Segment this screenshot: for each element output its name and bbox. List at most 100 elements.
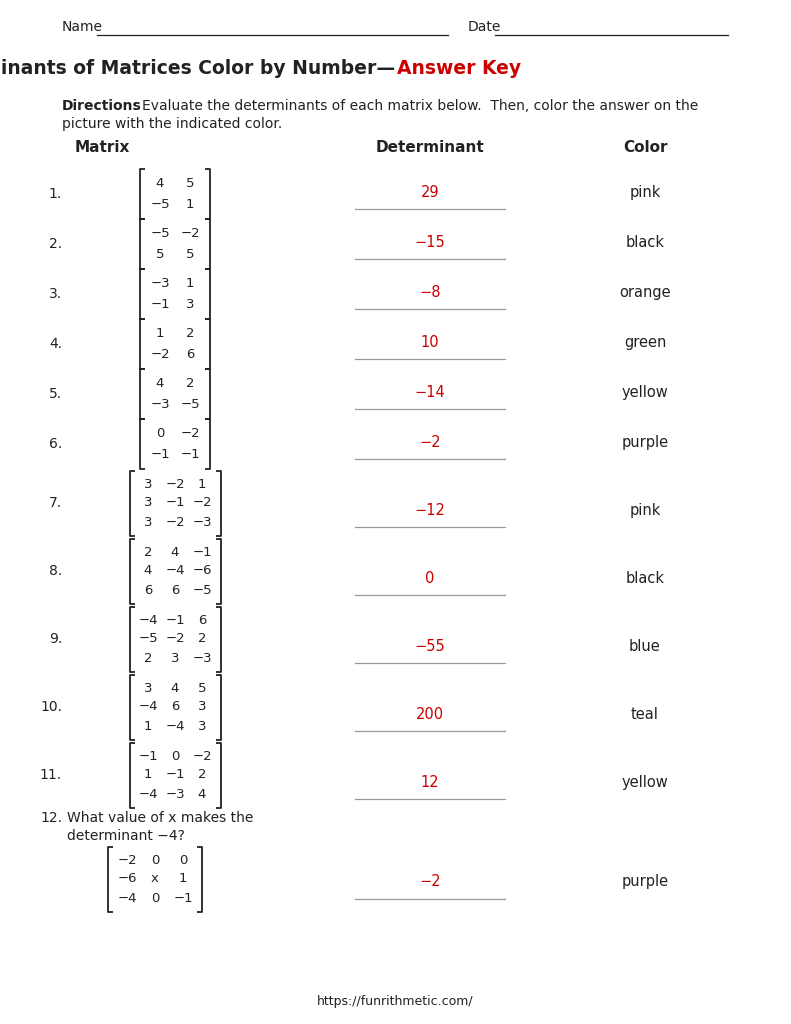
- Text: −5: −5: [150, 227, 170, 240]
- Text: −3: −3: [150, 278, 170, 290]
- Text: −2: −2: [180, 227, 200, 240]
- Text: 0: 0: [151, 892, 159, 904]
- Text: −2: −2: [150, 348, 170, 361]
- Text: purple: purple: [622, 435, 668, 450]
- Text: 6: 6: [198, 613, 206, 627]
- Text: 1: 1: [156, 327, 165, 340]
- Text: 12.: 12.: [40, 811, 62, 825]
- Text: Determinants of Matrices Color by Number—: Determinants of Matrices Color by Number…: [0, 59, 395, 79]
- Text: 8.: 8.: [49, 564, 62, 578]
- Text: 3: 3: [144, 477, 152, 490]
- Text: 2: 2: [186, 377, 195, 390]
- Text: 2: 2: [198, 768, 206, 781]
- Text: −5: −5: [150, 198, 170, 211]
- Text: −4: −4: [138, 787, 157, 801]
- Text: −2: −2: [117, 853, 137, 866]
- Text: 1: 1: [144, 720, 152, 732]
- Text: 6: 6: [171, 700, 180, 714]
- Text: −3: −3: [165, 787, 185, 801]
- Text: 2: 2: [144, 651, 152, 665]
- Text: −1: −1: [180, 449, 200, 461]
- Text: −2: −2: [419, 435, 441, 450]
- Text: −4: −4: [117, 892, 137, 904]
- Text: blue: blue: [629, 639, 660, 654]
- Text: yellow: yellow: [622, 775, 668, 790]
- Text: 10: 10: [421, 335, 439, 350]
- Text: x: x: [151, 872, 159, 886]
- Text: pink: pink: [630, 503, 660, 518]
- Text: yellow: yellow: [622, 385, 668, 400]
- Text: 4.: 4.: [49, 337, 62, 351]
- Text: 5: 5: [156, 248, 165, 261]
- Text: picture with the indicated color.: picture with the indicated color.: [62, 117, 282, 131]
- Text: −1: −1: [165, 613, 185, 627]
- Text: 3: 3: [144, 497, 152, 510]
- Text: black: black: [626, 234, 664, 250]
- Text: 12: 12: [421, 775, 439, 790]
- Text: 2: 2: [144, 546, 152, 558]
- Text: −12: −12: [414, 503, 445, 518]
- Text: 6: 6: [144, 584, 152, 597]
- Text: 4: 4: [198, 787, 206, 801]
- Text: −5: −5: [138, 633, 158, 645]
- Text: orange: orange: [619, 285, 671, 300]
- Text: purple: purple: [622, 874, 668, 889]
- Text: −1: −1: [165, 497, 185, 510]
- Text: 1: 1: [179, 872, 187, 886]
- Text: −1: −1: [150, 449, 170, 461]
- Text: −2: −2: [192, 750, 212, 763]
- Text: −2: −2: [180, 427, 200, 440]
- Text: 29: 29: [421, 185, 439, 200]
- Text: 1: 1: [186, 198, 195, 211]
- Text: 2.: 2.: [49, 237, 62, 251]
- Text: −1: −1: [192, 546, 212, 558]
- Text: −4: −4: [165, 564, 185, 578]
- Text: 4: 4: [156, 377, 165, 390]
- Text: green: green: [624, 335, 666, 350]
- Text: Date: Date: [468, 20, 501, 34]
- Text: −6: −6: [192, 564, 212, 578]
- Text: −1: −1: [138, 750, 158, 763]
- Text: 0: 0: [426, 571, 435, 586]
- Text: 5: 5: [198, 682, 206, 694]
- Text: 10.: 10.: [40, 700, 62, 714]
- Text: −4: −4: [138, 700, 157, 714]
- Text: −6: −6: [117, 872, 137, 886]
- Text: 6.: 6.: [49, 437, 62, 451]
- Text: 2: 2: [198, 633, 206, 645]
- Text: 3.: 3.: [49, 287, 62, 301]
- Text: −1: −1: [173, 892, 193, 904]
- Text: −2: −2: [165, 477, 185, 490]
- Text: −2: −2: [419, 874, 441, 889]
- Text: What value of x makes the: What value of x makes the: [67, 811, 253, 825]
- Text: 1: 1: [186, 278, 195, 290]
- Text: −5: −5: [180, 398, 200, 411]
- Text: determinant −4?: determinant −4?: [67, 829, 185, 843]
- Text: 1: 1: [144, 768, 152, 781]
- Text: 11.: 11.: [40, 768, 62, 782]
- Text: −5: −5: [192, 584, 212, 597]
- Text: 5: 5: [186, 177, 195, 190]
- Text: −1: −1: [165, 768, 185, 781]
- Text: https://funrithmetic.com/: https://funrithmetic.com/: [316, 995, 473, 1009]
- Text: teal: teal: [631, 707, 659, 722]
- Text: pink: pink: [630, 185, 660, 200]
- Text: 5: 5: [186, 248, 195, 261]
- Text: 0: 0: [156, 427, 165, 440]
- Text: Name: Name: [62, 20, 103, 34]
- Text: −14: −14: [414, 385, 445, 400]
- Text: 4: 4: [171, 546, 180, 558]
- Text: black: black: [626, 571, 664, 586]
- Text: −8: −8: [419, 285, 441, 300]
- Text: −3: −3: [150, 398, 170, 411]
- Text: Color: Color: [623, 140, 668, 156]
- Text: 4: 4: [171, 682, 180, 694]
- Text: 200: 200: [416, 707, 444, 722]
- Text: −3: −3: [192, 515, 212, 528]
- Text: : Evaluate the determinants of each matrix below.  Then, color the answer on the: : Evaluate the determinants of each matr…: [133, 99, 698, 113]
- Text: −2: −2: [165, 515, 185, 528]
- Text: −2: −2: [165, 633, 185, 645]
- Text: 4: 4: [144, 564, 152, 578]
- Text: 1: 1: [198, 477, 206, 490]
- Text: 9.: 9.: [49, 632, 62, 646]
